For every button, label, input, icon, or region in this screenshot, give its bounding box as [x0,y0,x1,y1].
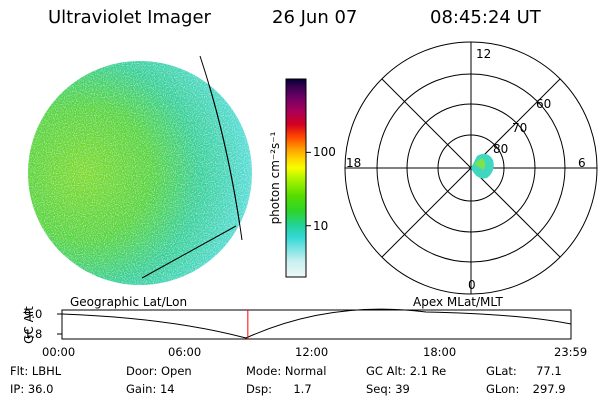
gain-label: Gain: [126,382,157,396]
door-label: Door: [126,364,158,378]
polar-plot [344,41,598,295]
gcalt-value: 2.1 Re [409,364,447,378]
timeline-x-tick-2359: 23:59 [554,345,588,359]
timeline-x-tick-0000: 00:00 [42,345,76,359]
seq-label: Seq: [366,382,392,396]
dsp-label: Dsp: [246,382,273,396]
timeline-plot [57,308,572,340]
timeline-right-title: Apex MLat/MLT [413,295,503,309]
ip-value: 36.0 [27,382,54,396]
glat-field: GLat: 77.1 [486,364,562,378]
glon-field: GLon: 297.9 [486,382,566,396]
lat-label-70: 70 [512,121,528,135]
door-value: Open [160,364,192,378]
terminator-line-ext [199,55,243,241]
altitude-curve [61,308,572,339]
glat-value: 77.1 [536,364,562,378]
colorbar-tick-label-100: 100 [313,145,336,160]
timeline-x-tick-1800: 18:00 [423,345,457,359]
mlt-label-18: 18 [346,156,362,170]
glon-value: 297.9 [532,382,566,396]
timeline-left-title: Geographic Lat/Lon [70,295,188,309]
colorbar-tick-label-10: 10 [313,218,329,233]
seq-value: 39 [395,382,410,396]
instrument-title: Ultraviolet Imager [48,7,211,28]
timeline-x-tick-1200: 12:00 [295,345,329,359]
lat-label-60: 60 [536,97,552,111]
mlt-label-6: 6 [578,156,586,170]
lat-label-80: 80 [493,142,509,156]
timeline-y-tick-bottom: 1.8 [24,327,43,341]
time-label: 08:45:24 UT [430,7,541,28]
glat-label: GLat: [486,364,517,378]
timeline-y-tick-top: 9.0 [24,307,43,321]
gain-value: 14 [159,382,175,396]
colorbar-unit-label: photon cm⁻²s⁻¹ [268,131,282,225]
mode-label: Mode: [246,364,282,378]
coastline-line [141,225,237,279]
dsp-value: 1.7 [293,382,312,396]
ip-label: IP: [10,382,25,396]
earth-disk-image [28,55,252,285]
gcalt-label: GC Alt: [366,364,407,378]
mode-field: Mode: Normal [246,364,327,378]
mlt-label-0: 0 [468,278,476,292]
glon-label: GLon: [486,382,520,396]
gain-field: Gain: 14 [126,382,175,396]
mlt-label-12: 12 [476,47,492,61]
date-label: 26 Jun 07 [272,7,358,28]
filter-label: Flt: [10,364,29,378]
colorbar [285,78,311,278]
dsp-field: Dsp: 1.7 [246,382,312,396]
door-field: Door: Open [126,364,192,378]
seq-field: Seq: 39 [366,382,410,396]
filter-field: Flt: LBHL [10,364,62,378]
timeline-x-tick-0600: 06:00 [168,345,202,359]
ip-field: IP: 36.0 [10,382,54,396]
gcalt-field: GC Alt: 2.1 Re [366,364,447,378]
mode-value: Normal [284,364,327,378]
filter-value: LBHL [31,364,62,378]
